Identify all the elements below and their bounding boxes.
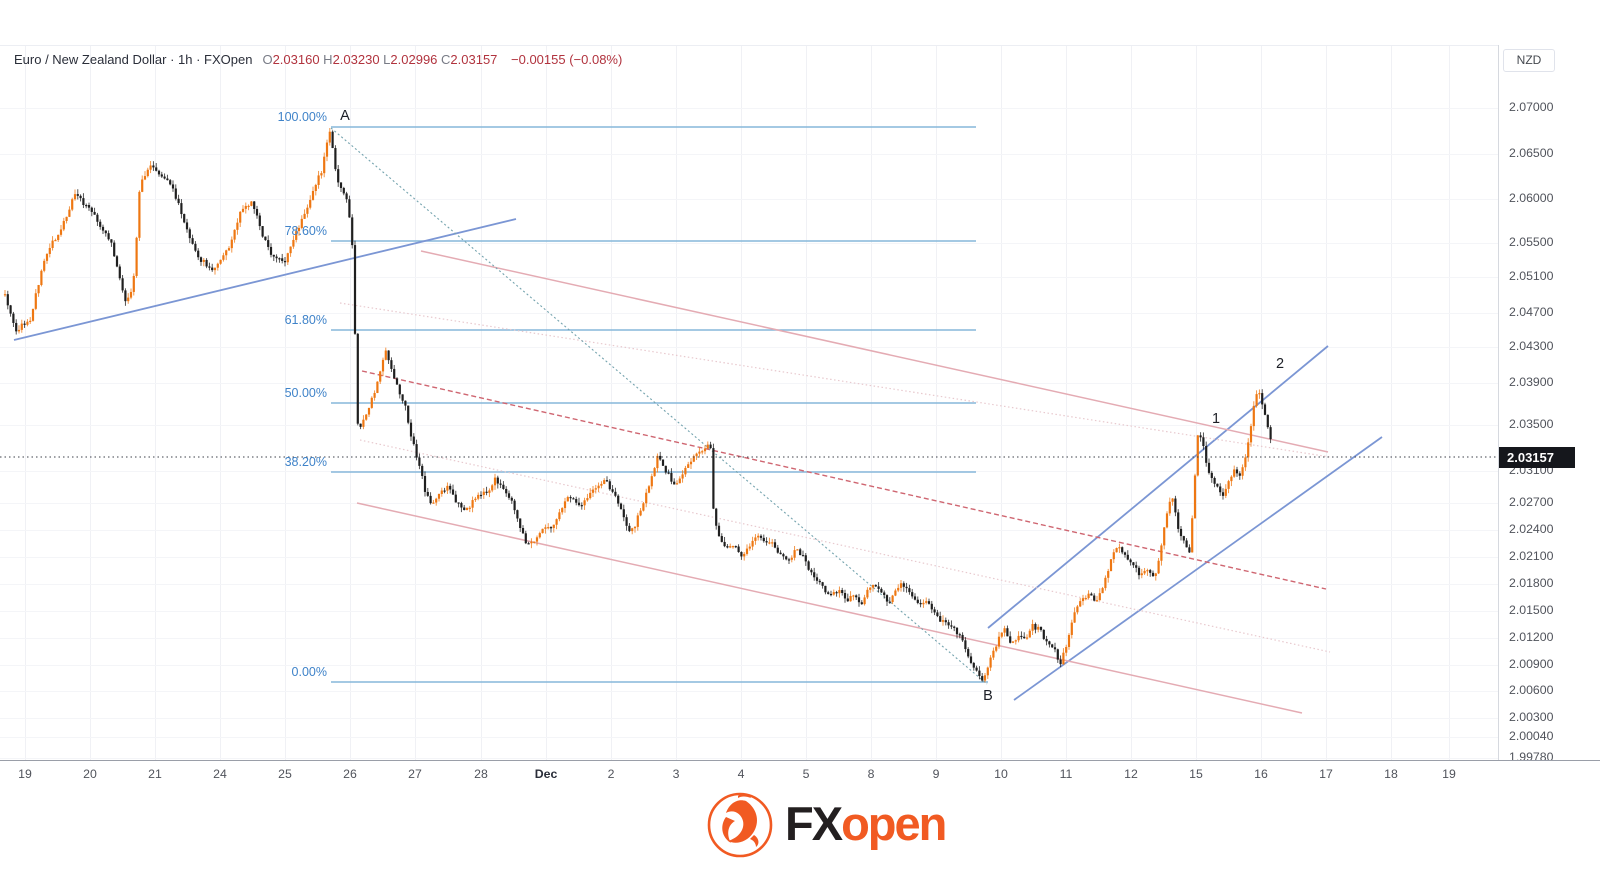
time-tick: 10: [994, 767, 1008, 781]
price-tick: 2.01200: [1509, 630, 1554, 644]
time-tick: 16: [1254, 767, 1268, 781]
ohlc-field-label: H: [323, 52, 333, 67]
price-tick: 2.02400: [1509, 522, 1554, 536]
time-tick: 8: [867, 767, 875, 781]
price-change: −0.00155 (−0.08%): [511, 52, 623, 67]
time-tick: 12: [1124, 767, 1138, 781]
price-tick: 2.06000: [1509, 191, 1554, 205]
trendline-drawings[interactable]: [13, 127, 1383, 714]
fib-level-label: 61.80%: [284, 313, 327, 327]
price-tick: 2.07000: [1509, 100, 1554, 114]
price-tick: 2.04700: [1509, 305, 1554, 319]
time-tick: 26: [343, 767, 357, 781]
last-price-badge: 2.03157: [1499, 446, 1575, 468]
time-tick: 11: [1059, 767, 1073, 781]
fxopen-logo: FXopen: [705, 788, 947, 860]
fxopen-wordmark-open: open: [841, 797, 947, 850]
price-tick: 2.02700: [1509, 495, 1554, 509]
price-tick: 2.02100: [1509, 549, 1554, 563]
time-tick: 20: [83, 767, 97, 781]
time-tick: 28: [474, 767, 488, 781]
ohlc-field-value: 2.03160: [272, 52, 324, 67]
time-tick: 27: [408, 767, 422, 781]
fxopen-lion-icon: [707, 792, 773, 858]
time-tick: 25: [278, 767, 292, 781]
fib-level-label: 38.20%: [284, 455, 327, 469]
price-tick: 2.00600: [1509, 683, 1554, 697]
time-tick: 3: [672, 767, 680, 781]
fib-level-label: 50.00%: [284, 386, 327, 400]
price-tick: 2.05500: [1509, 235, 1554, 249]
ohlc-field-value: 2.02996: [390, 52, 442, 67]
price-tick: 2.00040: [1509, 729, 1554, 743]
symbol-info-bar[interactable]: Euro / New Zealand Dollar · 1h · FXOpen O…: [14, 52, 622, 67]
time-tick: 19: [1442, 767, 1456, 781]
fxopen-wordmark: FXopen: [785, 788, 947, 860]
fib-level-label: 0.00%: [291, 665, 327, 679]
fxopen-wordmark-fx: FX: [785, 797, 843, 850]
price-tick: 2.00300: [1509, 710, 1554, 724]
ohlc-field-label: C: [441, 52, 451, 67]
time-tick: 21: [148, 767, 162, 781]
time-tick: 19: [18, 767, 32, 781]
time-tick: 17: [1319, 767, 1333, 781]
price-tick: 2.03900: [1509, 375, 1554, 389]
price-tick: 2.03500: [1509, 417, 1554, 431]
annotation-a[interactable]: A: [340, 108, 350, 124]
time-tick: 5: [802, 767, 810, 781]
time-tick: 18: [1384, 767, 1398, 781]
price-tick: 2.00900: [1509, 657, 1554, 671]
annotation-b[interactable]: B: [983, 688, 993, 704]
candles: [3, 128, 1272, 683]
fib-level-label: 100.00%: [277, 110, 327, 124]
annotation-2[interactable]: 2: [1275, 356, 1285, 372]
ohlc-field-value: 2.03157: [450, 52, 502, 67]
price-tick: 2.06500: [1509, 146, 1554, 160]
ohlc-field-label: O: [262, 52, 273, 67]
time-tick: 24: [213, 767, 227, 781]
time-tick: 4: [737, 767, 745, 781]
ohlc-field-value: 2.03230: [332, 52, 384, 67]
time-tick: 15: [1189, 767, 1203, 781]
time-tick: Dec: [534, 767, 558, 781]
time-axis[interactable]: 19 20 21 24 25 26 27 28 Dec 2 3 4 5 8 9 10 11 12 15 16 17 18 1…: [0, 760, 1600, 787]
ohlc-field-label: L: [383, 52, 391, 67]
price-axis[interactable]: [1498, 45, 1600, 786]
quote-currency-chip[interactable]: NZD: [1503, 49, 1555, 72]
price-tick: 2.04300: [1509, 339, 1554, 353]
annotation-1[interactable]: 1: [1211, 411, 1221, 427]
fib-level-label: 78.60%: [284, 224, 327, 238]
price-tick: 2.01500: [1509, 603, 1554, 617]
time-tick: 2: [607, 767, 615, 781]
price-tick: 2.05100: [1509, 269, 1554, 283]
symbol-title: Euro / New Zealand Dollar · 1h · FXOpen: [14, 52, 253, 67]
time-tick: 9: [932, 767, 940, 781]
price-tick: 2.01800: [1509, 576, 1554, 590]
